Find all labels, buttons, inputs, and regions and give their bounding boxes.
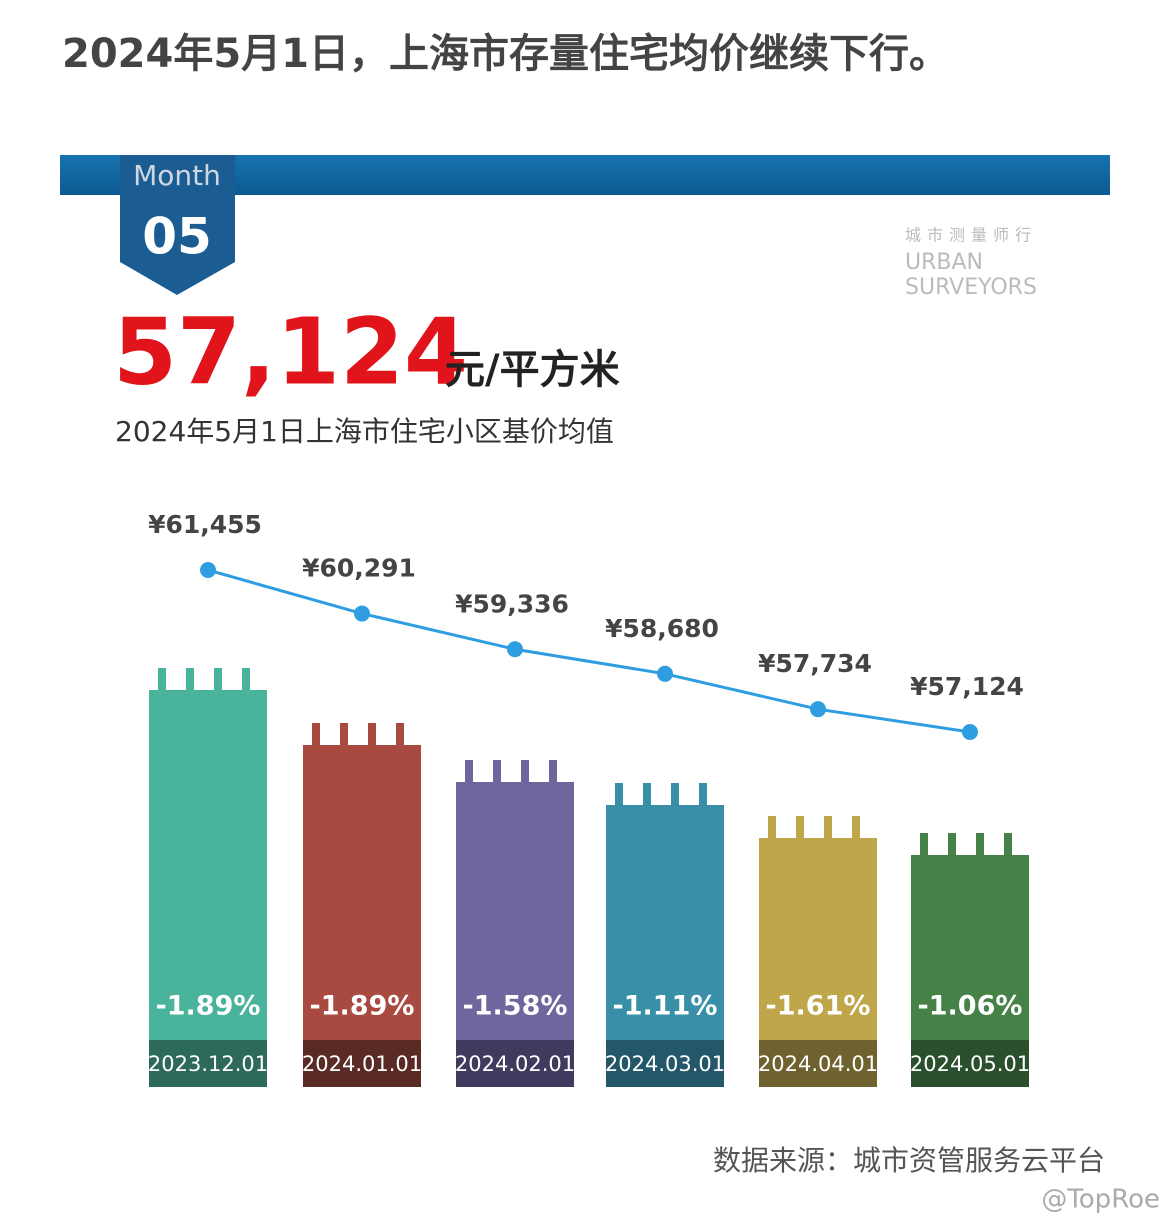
subtitle: 2024年5月1日上海市住宅小区基价均值: [115, 415, 614, 448]
bar-decor: [521, 760, 529, 782]
source: 数据来源：城市资管服务云平台: [713, 1144, 1105, 1177]
bar-decor: [948, 833, 956, 855]
bar-decor: [671, 783, 679, 805]
month: 05: [142, 208, 212, 266]
bar-decor: [493, 760, 501, 782]
x-tick-label: 2024.03.01: [605, 1052, 725, 1076]
point: [657, 665, 673, 682]
bar-decor: [396, 723, 404, 745]
bar-decor: [824, 816, 832, 838]
bar-decor: [796, 816, 804, 838]
bar-decor: [242, 668, 250, 690]
bar-decor: [615, 783, 623, 805]
bar-decor: [303, 745, 421, 1040]
bar-decor: [643, 783, 651, 805]
headline: 57,124: [113, 298, 468, 405]
bar-decor: [340, 723, 348, 745]
bar-decor: [759, 838, 877, 1040]
value-label: ¥60,291: [302, 554, 416, 583]
value-label: ¥57,734: [758, 649, 872, 678]
change-label: -1.89%: [310, 991, 415, 1022]
date-band: [759, 1040, 877, 1087]
bar-decor: [911, 855, 1029, 1040]
bar-decor: [768, 816, 776, 838]
x-tick-label: 2023.12.01: [148, 1052, 268, 1076]
bar-decor: [312, 723, 320, 745]
logo-en: URBAN: [905, 250, 983, 275]
title: 2024年5月1日，上海市存量住宅均价继续下行。: [62, 31, 949, 77]
point: [200, 562, 216, 578]
change-label: -1.89%: [156, 991, 261, 1022]
headline-unit: 元/平方米: [445, 347, 620, 393]
value-label: ¥61,455: [148, 510, 262, 539]
date-band: [911, 1040, 1029, 1087]
month-label: Month: [133, 159, 221, 192]
bar-decor: [465, 760, 473, 782]
change-label: -1.11%: [613, 991, 718, 1022]
bar-decor: [549, 760, 557, 782]
change-label: -1.61%: [766, 991, 871, 1022]
bar-decor: [976, 833, 984, 855]
change-label: -1.06%: [918, 991, 1023, 1022]
bar-decor: [699, 783, 707, 805]
value-label: ¥57,124: [910, 672, 1024, 701]
date-band: [606, 1040, 724, 1087]
bar-decor: [852, 816, 860, 838]
bar-decor: [920, 833, 928, 855]
bar-decor: [214, 668, 222, 690]
x-tick-label: 2024.04.01: [758, 1052, 878, 1076]
logo-cn: 城市测量师行: [905, 226, 1037, 245]
value-label: ¥58,680: [605, 614, 719, 643]
bar-decor: [1004, 833, 1012, 855]
point: [962, 724, 978, 740]
x-tick-label: 2024.01.01: [302, 1052, 422, 1076]
change-label: -1.58%: [463, 991, 568, 1022]
bar-decor: [368, 723, 376, 745]
x-tick-label: 2024.02.01: [455, 1052, 575, 1076]
bar-decor: [149, 690, 267, 1040]
logo-en: SURVEYORS: [905, 275, 1037, 300]
line: [207, 568, 971, 734]
point: [810, 701, 826, 718]
date-band: [149, 1040, 267, 1087]
point: [507, 641, 523, 658]
value-label: ¥59,336: [455, 589, 569, 618]
bar-decor: [158, 668, 166, 690]
bar-decor: [186, 668, 194, 690]
watermark: @TopRoe: [1041, 1185, 1160, 1215]
date-band: [303, 1040, 421, 1087]
month-badge: [120, 155, 235, 295]
date-band: [456, 1040, 574, 1087]
bar-decor: [456, 782, 574, 1040]
x-tick-label: 2024.05.01: [910, 1052, 1030, 1076]
bar-decor: [606, 805, 724, 1040]
point: [354, 605, 370, 622]
